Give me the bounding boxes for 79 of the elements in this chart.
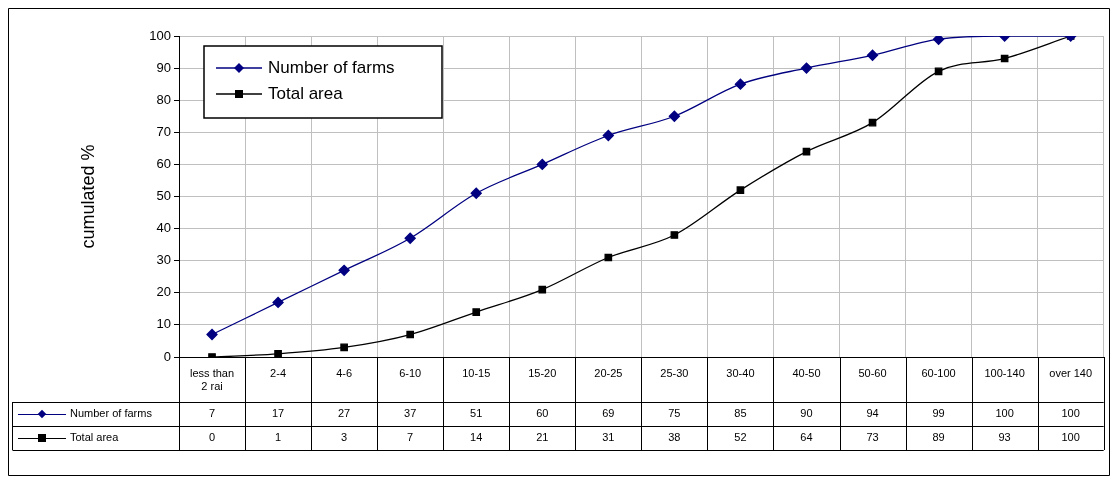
point bbox=[866, 49, 879, 61]
point bbox=[340, 343, 348, 352]
x-tick-label: 60-100 bbox=[921, 366, 956, 379]
point bbox=[470, 187, 482, 199]
x-tick-label: 25-30 bbox=[660, 366, 689, 379]
point bbox=[472, 308, 481, 316]
y-tick-label: 70 bbox=[156, 123, 171, 139]
x-tick-label: 40-50 bbox=[792, 366, 821, 379]
y-tick-label: 90 bbox=[156, 59, 171, 75]
text: Number of farms bbox=[70, 407, 152, 420]
legend-label: Total area bbox=[268, 83, 344, 103]
data-label: 17 bbox=[271, 407, 285, 420]
data-label: 100 bbox=[1061, 431, 1080, 444]
data-label: 69 bbox=[602, 407, 615, 420]
data-label: 51 bbox=[470, 407, 483, 420]
x-tick-label: less than 2 rai bbox=[190, 366, 235, 392]
point bbox=[406, 330, 415, 339]
x-tick-label: 50-60 bbox=[858, 366, 887, 379]
data-label: 93 bbox=[998, 431, 1011, 444]
point bbox=[868, 118, 877, 127]
data-label: 100 bbox=[995, 407, 1014, 420]
y-tick-label: 60 bbox=[156, 155, 171, 171]
data-label: 37 bbox=[404, 407, 417, 420]
data-label: 75 bbox=[668, 407, 681, 420]
y-tick-label: 80 bbox=[156, 91, 171, 107]
point bbox=[338, 264, 350, 276]
data-label: 31 bbox=[602, 431, 615, 444]
point bbox=[668, 110, 681, 122]
point bbox=[272, 296, 284, 309]
point bbox=[604, 253, 613, 262]
point bbox=[736, 186, 745, 194]
data-label: 3 bbox=[341, 431, 348, 444]
data-label: 94 bbox=[866, 407, 879, 420]
data-label: 7 bbox=[208, 407, 216, 420]
x-tick-label: 4-6 bbox=[336, 366, 353, 379]
point bbox=[934, 67, 943, 76]
data-label: 14 bbox=[470, 431, 483, 444]
y-tick-label: 10 bbox=[156, 316, 171, 332]
data-label: 60 bbox=[536, 407, 549, 420]
data-label: 90 bbox=[800, 407, 813, 420]
data-label: 1 bbox=[275, 431, 282, 444]
y-tick-label: 20 bbox=[156, 284, 171, 300]
x-tick-label: 10-15 bbox=[462, 366, 491, 379]
x-tick-label: 20-25 bbox=[594, 366, 623, 379]
data-label: 99 bbox=[932, 407, 945, 420]
point bbox=[206, 328, 218, 341]
x-tick-label: 2-4 bbox=[270, 366, 287, 379]
point bbox=[670, 231, 679, 239]
x-tick-label: over 140 bbox=[1049, 366, 1093, 379]
point bbox=[602, 129, 614, 142]
text: Total area bbox=[70, 431, 119, 444]
point bbox=[538, 285, 547, 294]
data-label: 64 bbox=[800, 431, 813, 444]
y-tick-label: 40 bbox=[156, 220, 171, 236]
data-label: 73 bbox=[866, 431, 879, 444]
data-label: 27 bbox=[338, 407, 351, 420]
point bbox=[536, 158, 548, 171]
x-tick-label: 15-20 bbox=[528, 366, 557, 379]
y-tick-label: 50 bbox=[156, 188, 171, 204]
data-label: 7 bbox=[407, 431, 414, 444]
data-label: 85 bbox=[734, 407, 747, 420]
point bbox=[274, 349, 282, 357]
data-label: 21 bbox=[536, 431, 549, 444]
data-label: 38 bbox=[668, 431, 681, 444]
data-label: 100 bbox=[1061, 407, 1080, 420]
data-label: 0 bbox=[208, 431, 216, 444]
data-label: 52 bbox=[734, 431, 747, 444]
y-tick-label: 30 bbox=[156, 252, 171, 268]
y-axis-title: cumulated % bbox=[77, 144, 98, 249]
data-label: 89 bbox=[932, 431, 945, 444]
point bbox=[800, 62, 813, 74]
point bbox=[404, 232, 416, 244]
y-tick-label: 100 bbox=[149, 27, 171, 43]
y-tick-label: 0 bbox=[163, 348, 171, 364]
x-tick-label: 30-40 bbox=[726, 366, 755, 379]
x-tick-label: 100-140 bbox=[984, 366, 1025, 379]
point bbox=[734, 78, 747, 90]
legend-label: Number of farms bbox=[268, 57, 395, 77]
x-tick-label: 6-10 bbox=[399, 366, 422, 379]
